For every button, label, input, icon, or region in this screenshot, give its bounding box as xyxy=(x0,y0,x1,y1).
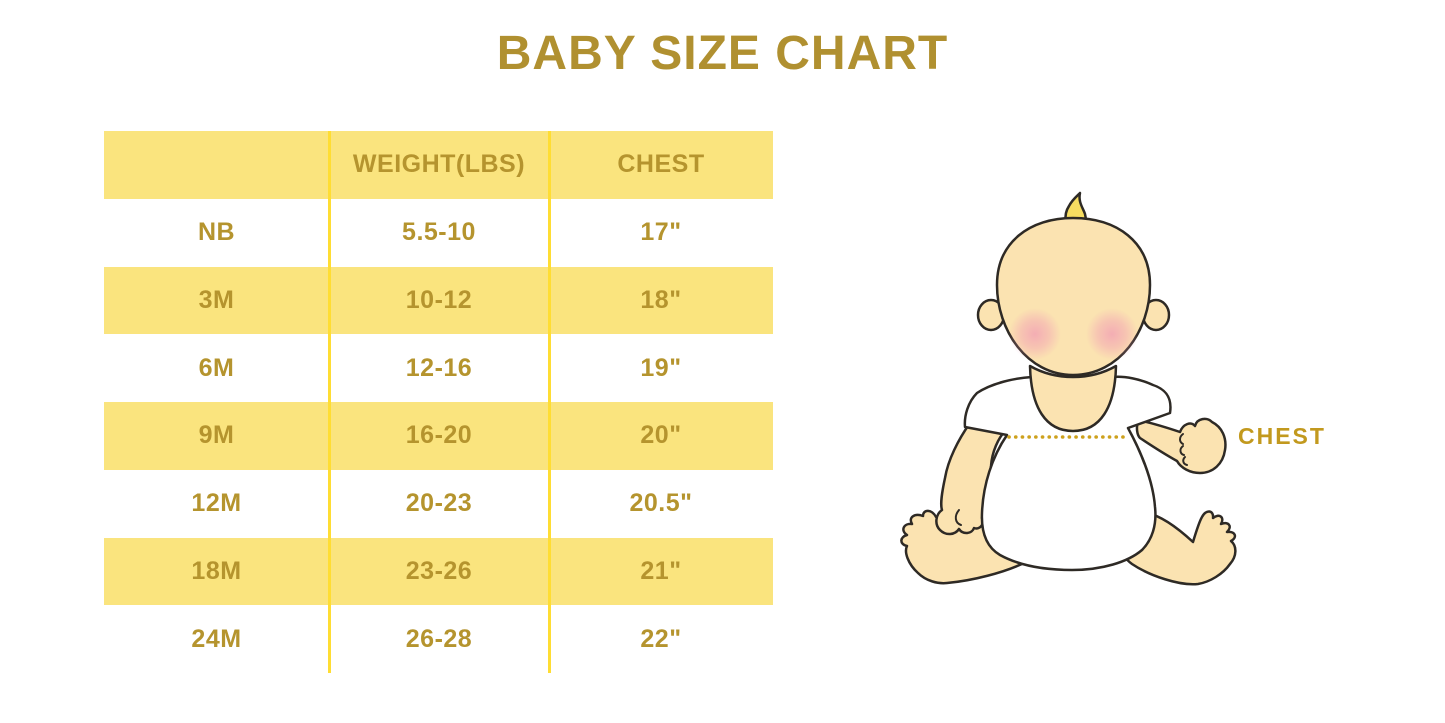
cell-chest: 19" xyxy=(640,353,682,382)
cell-size: 9M xyxy=(198,421,235,450)
table-row: 24M 26-28 22" xyxy=(104,605,773,673)
cell-chest: 20" xyxy=(640,421,682,450)
column-divider-line xyxy=(328,131,331,673)
cell-chest: 20.5" xyxy=(629,489,693,518)
cell-chest: 21" xyxy=(640,556,682,585)
baby-hand-detail xyxy=(954,509,962,526)
baby-neck xyxy=(1028,364,1118,433)
baby-illustration xyxy=(900,191,1237,586)
cell-weight: 10-12 xyxy=(405,285,473,314)
baby-fist-knuckles xyxy=(1179,433,1188,466)
cell-weight: 12-16 xyxy=(405,353,473,382)
table-row: 9M 16-20 20" xyxy=(104,402,773,470)
baby-blush-left xyxy=(1009,308,1061,360)
header-chest: CHEST xyxy=(617,150,705,179)
cell-size: 12M xyxy=(191,489,242,518)
cell-size: 24M xyxy=(191,624,242,653)
column-divider-line xyxy=(548,131,551,673)
table-row: 3M 10-12 18" xyxy=(104,266,773,335)
chest-measurement-label: CHEST xyxy=(1238,423,1326,449)
cell-chest: 22" xyxy=(640,624,682,653)
page-title: BABY SIZE CHART xyxy=(496,27,949,80)
header-size xyxy=(104,131,329,199)
table-row: 18M 23-26 21" xyxy=(104,537,773,606)
cell-weight: 20-23 xyxy=(405,489,473,518)
cell-weight: 23-26 xyxy=(405,556,473,585)
cell-size: NB xyxy=(197,218,236,247)
cell-chest: 18" xyxy=(640,285,682,314)
baby-blush-right xyxy=(1086,308,1138,360)
cell-weight: 16-20 xyxy=(405,421,473,450)
cell-weight: 26-28 xyxy=(405,624,473,653)
table-row: 12M 20-23 20.5" xyxy=(104,470,773,538)
size-table: WEIGHT(LBS) CHEST NB 5.5-10 17" 3M 10-12… xyxy=(104,131,773,673)
cell-chest: 17" xyxy=(640,218,682,247)
cell-size: 18M xyxy=(191,556,242,585)
table-row: NB 5.5-10 17" xyxy=(104,199,773,267)
cell-weight: 5.5-10 xyxy=(402,218,476,247)
baby-arm-right-fist xyxy=(1135,417,1227,475)
cell-size: 3M xyxy=(198,285,235,314)
table-header-row: WEIGHT(LBS) CHEST xyxy=(104,131,773,199)
table-row: 6M 12-16 19" xyxy=(104,334,773,402)
header-weight: WEIGHT(LBS) xyxy=(352,150,526,179)
cell-size: 6M xyxy=(198,353,235,382)
